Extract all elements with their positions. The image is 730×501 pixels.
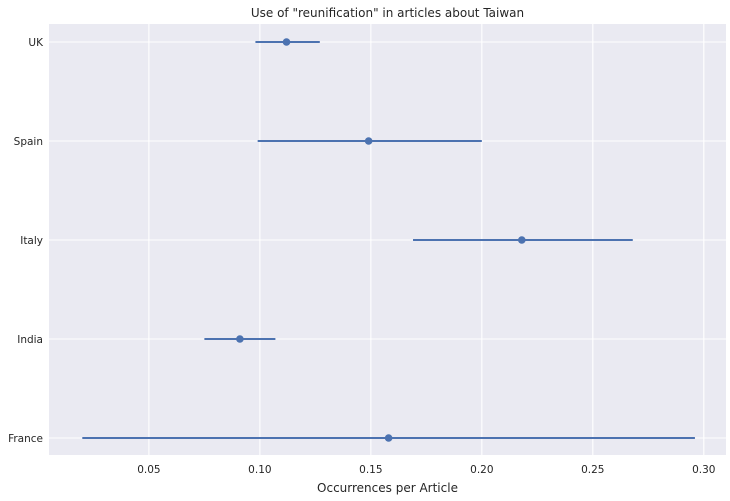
x-tick-label: 0.05 xyxy=(137,464,160,476)
marks xyxy=(82,38,695,442)
x-tick-label: 0.25 xyxy=(581,464,604,476)
x-tick-label: 0.10 xyxy=(248,464,271,476)
x-axis-label: Occurrences per Article xyxy=(317,481,458,495)
data-point xyxy=(517,236,526,244)
x-tick-label: 0.20 xyxy=(470,464,493,476)
x-tick-labels: 0.05 0.10 0.15 0.20 0.25 0.30 xyxy=(137,464,715,476)
x-tick-label: 0.15 xyxy=(359,464,382,476)
data-point xyxy=(384,434,393,442)
y-tick-label: India xyxy=(17,334,43,346)
chart-title: Use of "reunification" in articles about… xyxy=(251,6,524,20)
data-point xyxy=(236,335,244,343)
y-tick-label: Italy xyxy=(20,235,43,247)
data-point xyxy=(282,38,291,46)
data-point xyxy=(364,137,373,145)
y-tick-labels: UK Spain Italy India France xyxy=(8,37,44,445)
y-tick-label: Spain xyxy=(14,136,43,148)
y-tick-label: France xyxy=(8,433,43,445)
y-tick-label: UK xyxy=(28,37,44,49)
x-tick-label: 0.30 xyxy=(692,464,715,476)
